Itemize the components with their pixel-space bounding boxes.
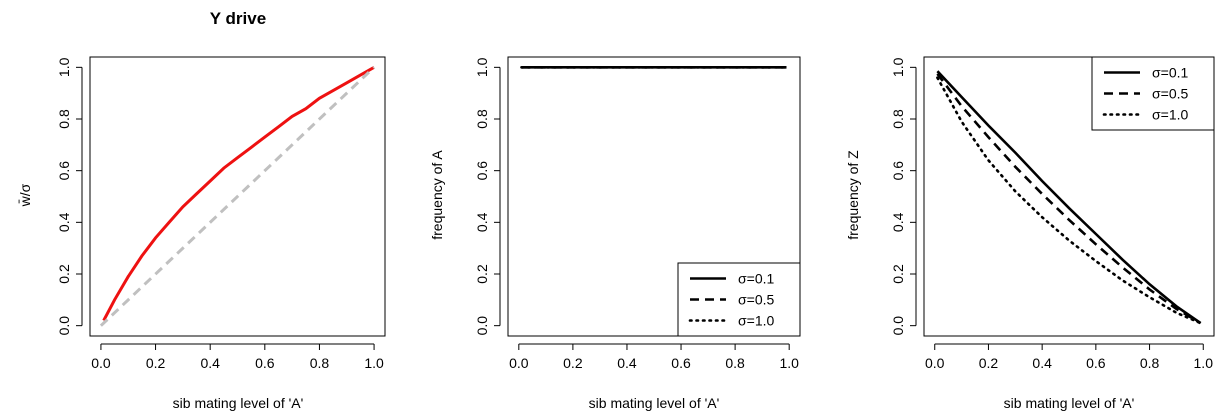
panel-1-series-line-2 bbox=[99, 66, 376, 327]
panel-2-legend-label: σ=0.1 bbox=[738, 271, 774, 287]
panel-3-series-line-2 bbox=[936, 73, 1202, 325]
panel-2-legend-label: σ=1.0 bbox=[738, 313, 774, 329]
panel-2-x-tick-label: 0.0 bbox=[509, 355, 529, 371]
panel-1-title: Y drive bbox=[210, 9, 266, 28]
panel-3-xlabel: sib mating level of 'A' bbox=[1004, 395, 1135, 411]
panel-3-y-tick-label: 0.2 bbox=[890, 264, 906, 284]
panel-3-series-line-3 bbox=[936, 76, 1202, 325]
panel-3-y-tick-label: 1.0 bbox=[890, 57, 906, 77]
panel-3-y-tick-label: 0.6 bbox=[890, 161, 906, 181]
panel-3-x-tick-label: 0.0 bbox=[925, 355, 945, 371]
panel-1-plot-frame bbox=[89, 56, 386, 337]
panel-1-ylabel: w̄/σ bbox=[17, 183, 33, 207]
panel-3-plot: 0.0 0.2 0.4 0.6 0.8 1.0 0.0 0.2 0.4 0.6 0.8 1.0 σ=0.… bbox=[890, 56, 1215, 371]
panel-3-legend-label: σ=0.1 bbox=[1152, 65, 1188, 81]
panel-2-x-tick-label: 0.8 bbox=[725, 355, 745, 371]
panel-2-y-tick-label: 0.6 bbox=[474, 161, 490, 181]
panel-3-legend-label: σ=0.5 bbox=[1152, 86, 1188, 102]
panel-2-legend: σ=0.1 σ=0.5 σ=1.0 bbox=[677, 262, 801, 337]
panel-3-ylabel: frequency of Z bbox=[845, 150, 861, 240]
panel-3-legend: σ=0.1 σ=0.5 σ=1.0 bbox=[1091, 56, 1215, 131]
panel-2-xlabel: sib mating level of 'A' bbox=[589, 395, 720, 411]
panel-3-x-tick-label: 0.8 bbox=[1140, 355, 1160, 371]
panel-2-y-tick-label: 0.2 bbox=[474, 264, 490, 284]
panel-3-y-tick-label: 0.0 bbox=[890, 316, 906, 336]
panel-3-legend-box bbox=[1091, 56, 1215, 131]
panel-2-y-tick-label: 0.4 bbox=[474, 212, 490, 232]
panel-2-ylabel: frequency of A bbox=[429, 150, 445, 240]
panel-1-y-tick-label: 0.2 bbox=[56, 264, 72, 284]
panel-3-x-tick-label: 0.4 bbox=[1032, 355, 1052, 371]
panel-1-x-tick-label: 1.0 bbox=[364, 355, 384, 371]
panel-2-x-tick-label: 0.6 bbox=[671, 355, 691, 371]
panel-3: frequency of Z sib mating level of 'A' bbox=[845, 150, 1134, 411]
panel-1-x-tick-label: 0.6 bbox=[255, 355, 275, 371]
panel-3-x-tick-label: 1.0 bbox=[1194, 355, 1214, 371]
panel-3-series-line-1 bbox=[936, 70, 1202, 325]
panel-1-y-tick-label: 0.6 bbox=[56, 161, 72, 181]
panel-2-x-tick-label: 0.2 bbox=[563, 355, 583, 371]
panel-1-series-line-1 bbox=[102, 65, 375, 322]
panel-1-y-tick-label: 1.0 bbox=[56, 57, 72, 77]
panel-2-y-tick-label: 1.0 bbox=[474, 57, 490, 77]
panel-1-x-tick-label: 0.2 bbox=[146, 355, 166, 371]
panel-2-plot: 0.0 0.2 0.4 0.6 0.8 1.0 0.0 0.2 0.4 0.6 0.8 1.0 σ=0.… bbox=[474, 56, 801, 371]
panel-3-y-tick-label: 0.4 bbox=[890, 212, 906, 232]
panel-2-plot-frame bbox=[507, 56, 801, 337]
panel-2-x-tick-label: 1.0 bbox=[779, 355, 799, 371]
panel-1-y-tick-label: 0.0 bbox=[56, 316, 72, 336]
panel-1-y-tick-label: 0.8 bbox=[56, 109, 72, 129]
panel-1-x-tick-label: 0.4 bbox=[200, 355, 220, 371]
panel-1-y-tick-label: 0.4 bbox=[56, 212, 72, 232]
panel-2-y-tick-label: 0.0 bbox=[474, 316, 490, 336]
panel-1-x-tick-label: 0.0 bbox=[91, 355, 111, 371]
panel-2-x-tick-label: 0.4 bbox=[617, 355, 637, 371]
panel-1-x-tick-label: 0.8 bbox=[310, 355, 330, 371]
panel-3-x-tick-label: 0.6 bbox=[1086, 355, 1106, 371]
panel-3-y-tick-label: 0.8 bbox=[890, 109, 906, 129]
panel-3-plot-frame bbox=[923, 56, 1215, 337]
panel-1: Y drive w̄/σ sib mating level of 'A' bbox=[17, 9, 303, 411]
panel-1-xlabel: sib mating level of 'A' bbox=[173, 395, 304, 411]
panel-3-legend-label: σ=1.0 bbox=[1152, 107, 1188, 123]
panel-1-plot: 0.0 0.2 0.4 0.6 0.8 1.0 0.0 0.2 0.4 0.6 0.8 1.0 bbox=[56, 56, 386, 371]
panel-2-y-tick-label: 0.8 bbox=[474, 109, 490, 129]
panel-2: frequency of A sib mating level of 'A' bbox=[429, 150, 719, 411]
panel-2-legend-label: σ=0.5 bbox=[738, 292, 774, 308]
panel-3-x-tick-label: 0.2 bbox=[979, 355, 999, 371]
